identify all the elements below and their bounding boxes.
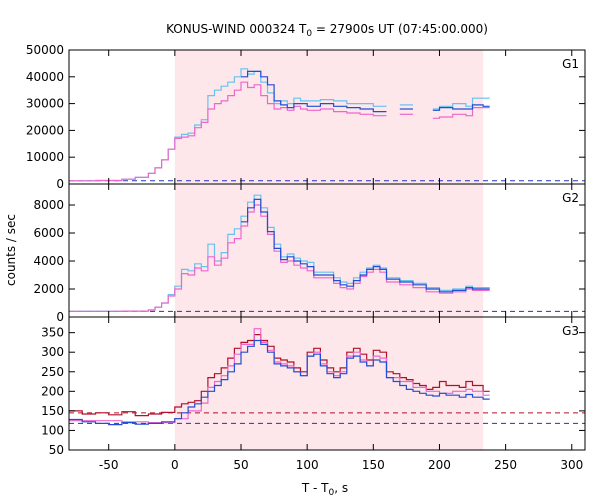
panel-frame: [68, 316, 586, 451]
series-light-blue: [69, 194, 490, 312]
series-line-blue: [69, 339, 490, 426]
series-line-pink: [69, 81, 387, 182]
series-blue: [241, 198, 490, 293]
series-line-blue: [241, 198, 490, 293]
shaded-interval: [174, 184, 484, 317]
y-tick-label: 50000: [26, 43, 64, 57]
y-tick-label: 0: [56, 310, 64, 324]
y-tick-label: 300: [41, 345, 64, 359]
y-tick-label: 100: [41, 423, 64, 437]
y-axis-label: counts / sec: [4, 214, 18, 286]
shaded-interval: [174, 50, 484, 184]
y-tick-label: 20000: [26, 123, 64, 137]
y-tick-label: 8000: [33, 198, 64, 212]
x-tick-label: 250: [494, 458, 517, 472]
panel-g2: 0 2000 4000 6000 8000 G2: [33, 183, 586, 324]
y-tick-label: 4000: [33, 254, 64, 268]
series-blue: [241, 70, 490, 113]
series-pink: [69, 81, 490, 182]
y-tick-label: 10000: [26, 150, 64, 164]
series-blue: [69, 339, 490, 426]
panel-label: G2: [562, 191, 579, 205]
panel-g3: 50 100 150 200 250 300 350 G3: [41, 316, 586, 457]
y-tick-label: 200: [41, 384, 64, 398]
series-line-blue: [241, 70, 387, 113]
series-line-light-blue: [69, 194, 490, 312]
y-tick-label: 150: [41, 404, 64, 418]
y-tick-label: 30000: [26, 97, 64, 111]
x-tick-label: 200: [428, 458, 451, 472]
panel-label: G1: [562, 57, 579, 71]
shaded-interval: [174, 317, 484, 450]
x-tick-label: 300: [560, 458, 583, 472]
plot-root: 01000020000300004000050000G1020004000600…: [26, 43, 586, 472]
series-line-blue: [432, 104, 490, 111]
y-tick-label: 40000: [26, 70, 64, 84]
panel-label: G3: [562, 324, 579, 338]
y-tick-label: 2000: [33, 282, 64, 296]
y-tick-label: 0: [56, 177, 64, 191]
series-line-pink: [432, 107, 490, 119]
x-tick-label: 50: [233, 458, 248, 472]
x-tick-label: -50: [99, 458, 119, 472]
y-tick-label: 250: [41, 365, 64, 379]
y-tick-label: 350: [41, 326, 64, 340]
panel-g1: 0 10000 20000 30000 40000 50000 G1: [26, 43, 586, 191]
x-tick-label: 0: [171, 458, 179, 472]
x-axis-label: T - T0, s: [301, 481, 348, 498]
y-tick-label: 6000: [33, 226, 64, 240]
x-tick-label: 100: [296, 458, 319, 472]
chart-title: KONUS-WIND 000324 T0 = 27900s UT (07:45:…: [166, 22, 488, 39]
x-tick-label: 150: [362, 458, 385, 472]
y-tick-label: 50: [49, 443, 64, 457]
